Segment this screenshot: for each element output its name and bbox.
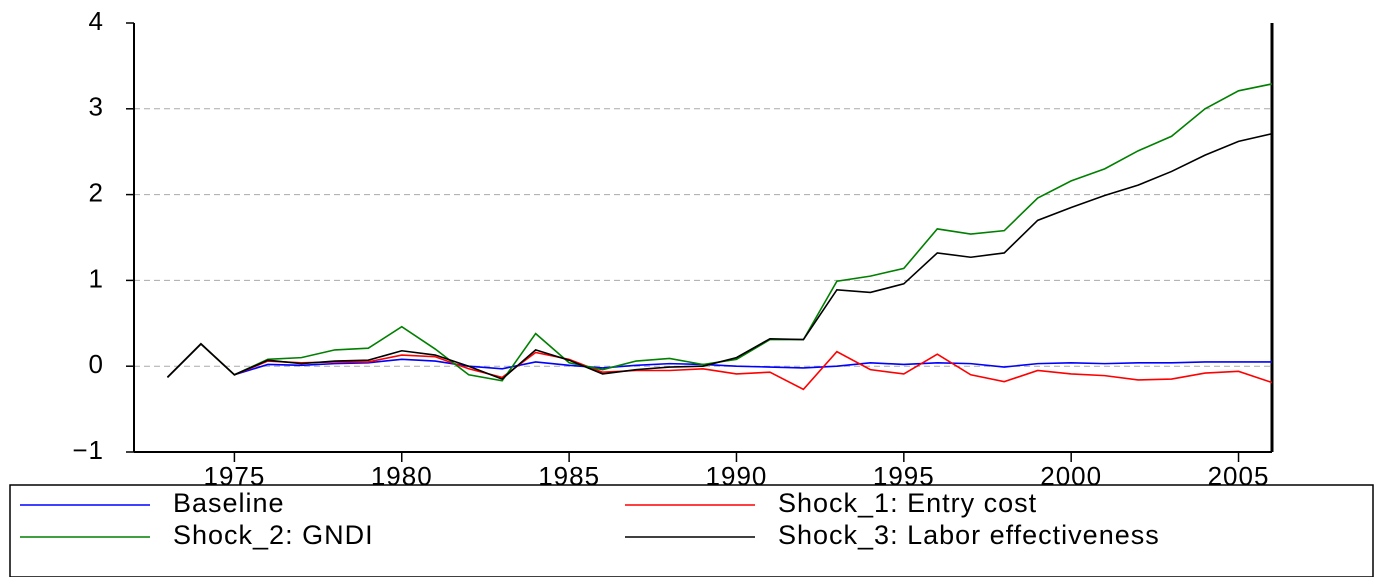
y-tick-label: −1 [72,435,104,465]
y-tick-label: 2 [89,177,104,207]
x-tick-label: 1980 [371,461,433,491]
y-tick-label: 4 [89,6,104,36]
legend-label: Baseline [173,488,285,518]
series-line [166,342,1273,391]
x-tick-label: 2005 [1208,461,1270,491]
x-tick-label: 2000 [1040,461,1102,491]
legend-label: Shock_1: Entry cost [778,488,1037,518]
y-tick-label: 1 [89,263,104,293]
legend-box [9,484,1374,577]
x-tick-label: 1990 [706,461,768,491]
series-line [166,132,1273,380]
y-tick-label: 3 [89,92,104,122]
x-tick-label: 1985 [538,461,600,491]
series-line [166,83,1273,382]
series-line [166,342,1272,378]
x-tick-label: 1995 [873,461,935,491]
y-tick-label: 0 [89,349,104,379]
x-tick-label: 1975 [203,461,265,491]
legend-label: Shock_3: Labor effectiveness [778,520,1160,550]
legend-label: Shock_2: GNDI [173,520,374,550]
